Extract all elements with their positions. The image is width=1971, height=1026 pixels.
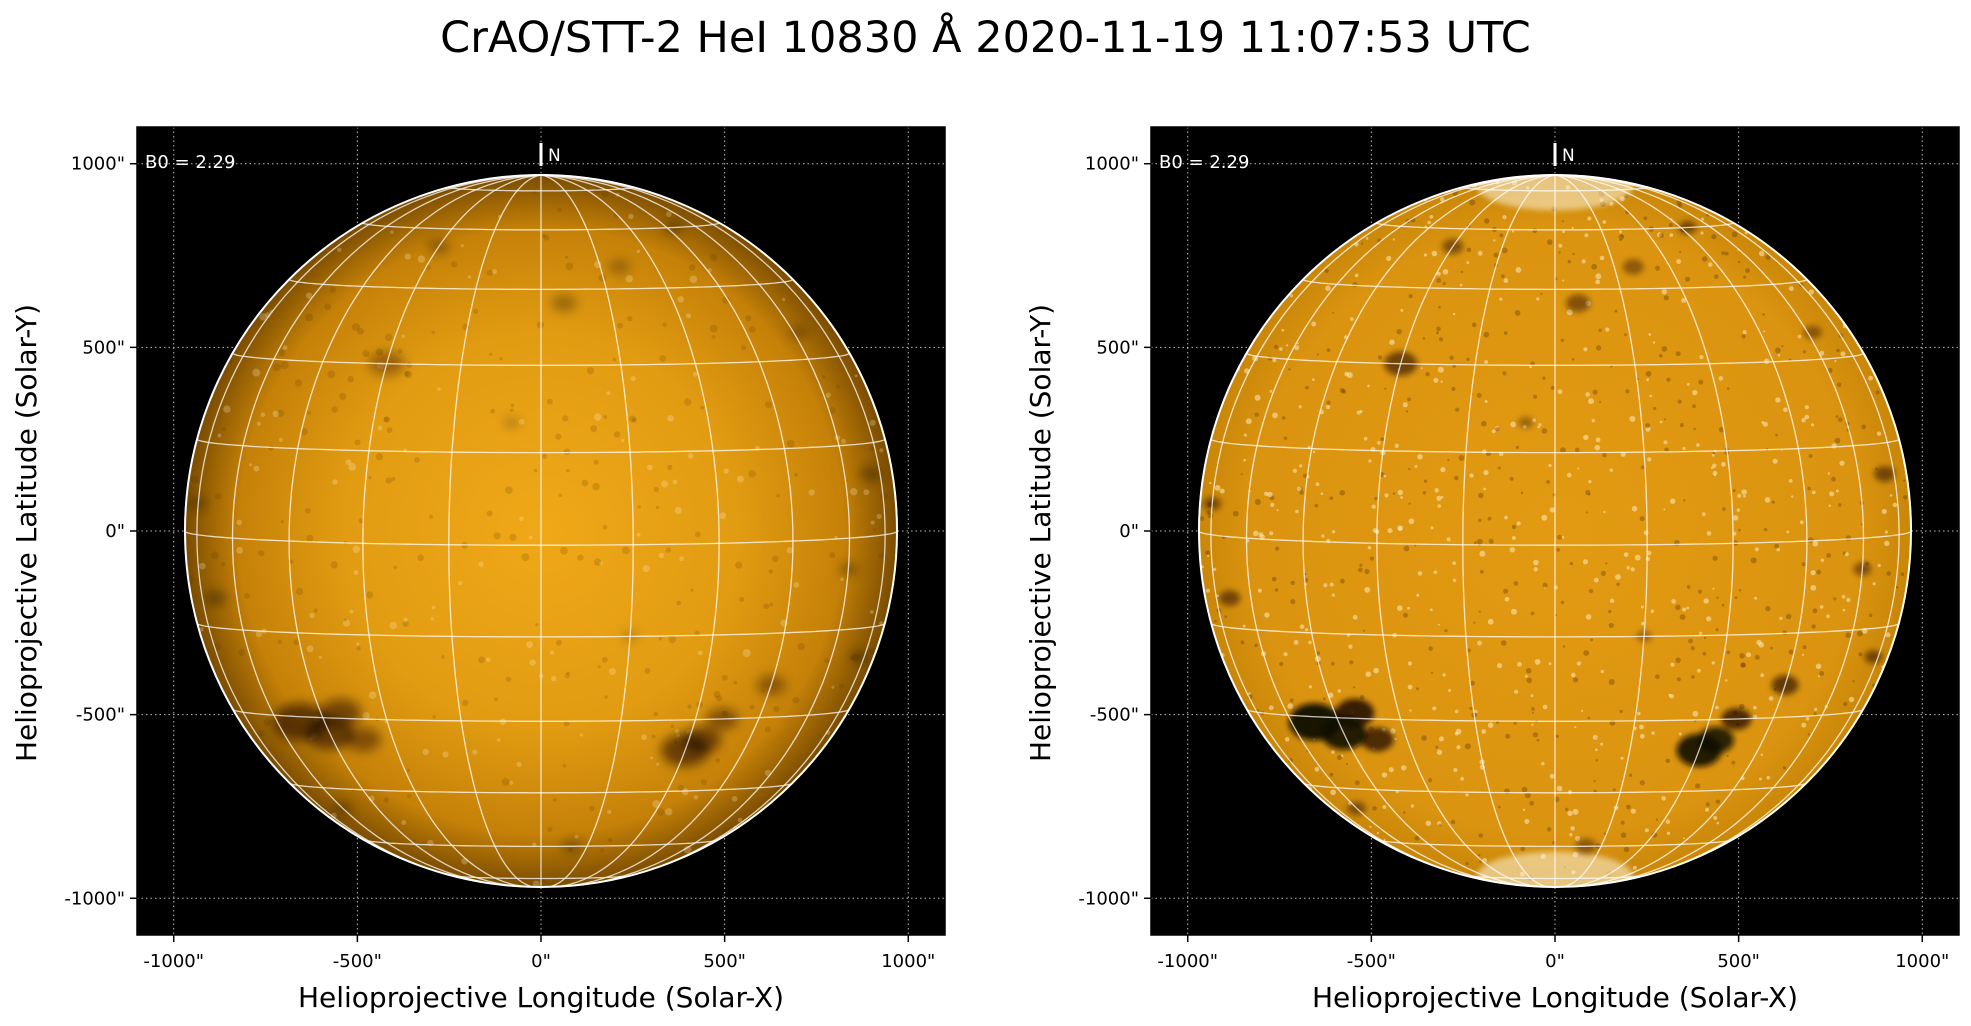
- heliographic-gridline: [1462, 174, 1556, 888]
- heliographic-gridline: [1554, 174, 1808, 888]
- x-tick-label: -500": [1347, 951, 1396, 972]
- dark-feature: [1622, 259, 1644, 275]
- dark-feature: [789, 325, 809, 339]
- heliographic-gridline: [1210, 438, 1900, 454]
- y-tick-label: 1000": [71, 154, 125, 175]
- x-tick-label: -1000": [1157, 951, 1218, 972]
- y-tick-label: -1000": [1078, 888, 1139, 909]
- y-axis-label: Helioprojective Latitude (Solar-Y): [10, 304, 43, 762]
- y-tick-label: 500": [1096, 337, 1139, 358]
- heliographic-gridline: [1376, 174, 1556, 888]
- b0-annotation: B0 = 2.29: [145, 152, 235, 173]
- dark-feature: [1335, 698, 1375, 728]
- heliographic-gridline: [448, 186, 634, 192]
- heliographic-gridline: [362, 222, 720, 231]
- heliographic-gridline: [1245, 174, 1556, 887]
- heliographic-gridline: [1302, 174, 1556, 888]
- heliographic-gridline: [231, 352, 851, 366]
- dark-feature: [1219, 590, 1241, 606]
- dark-feature: [608, 259, 631, 275]
- heliographic-gridline: [1246, 708, 1864, 722]
- x-tick-label: 0": [531, 951, 551, 972]
- dark-feature: [503, 417, 520, 429]
- x-tick-label: 1000": [881, 951, 935, 972]
- x-tick-label: -1000": [143, 951, 204, 972]
- heliographic-gridline: [196, 174, 542, 883]
- x-axis-label: Helioprojective Longitude (Solar-X): [298, 981, 784, 1014]
- y-tick-label: 0": [1119, 521, 1139, 542]
- dark-feature: [682, 726, 722, 754]
- north-label: N: [1562, 146, 1575, 166]
- dark-feature: [1803, 325, 1822, 339]
- heliographic-gridline: [540, 174, 886, 883]
- solar-limb: [1198, 174, 1912, 888]
- y-tick-label: -500": [1090, 705, 1139, 726]
- dark-feature: [859, 466, 882, 482]
- x-tick-label: 0": [1545, 951, 1565, 972]
- heliographic-gridline: [1554, 174, 1648, 888]
- heliographic-gridline: [1210, 174, 1556, 883]
- disk-texture: [185, 174, 888, 888]
- dark-feature: [1697, 726, 1734, 754]
- y-tick-label: 1000": [1085, 154, 1139, 175]
- heliographic-gridline: [363, 839, 719, 848]
- heliographic-gridline: [196, 623, 886, 638]
- heliographic-gridline: [232, 708, 850, 722]
- axis-ticks: -1000" -500" 0" 500" 1000" 1000" 500" 0" -500" -1…: [64, 154, 935, 972]
- heliographic-gridline: [1210, 623, 1900, 638]
- x-tick-label: 500": [703, 951, 746, 972]
- dark-feature: [1864, 650, 1883, 664]
- heliographic-gridline: [288, 278, 794, 291]
- y-tick-label: -500": [76, 705, 125, 726]
- dark-feature: [1566, 294, 1591, 313]
- y-tick-label: -1000": [64, 888, 125, 909]
- panel-left: Helioprojective Latitude (Solar-Y) Helio…: [10, 126, 946, 1014]
- heliographic-gridline: [1554, 174, 1865, 887]
- heliographic-grid: [184, 174, 898, 888]
- dark-feature: [319, 698, 362, 728]
- heliographic-gridline: [1554, 174, 1900, 883]
- dark-feature: [1360, 727, 1394, 752]
- solar-limb: [184, 174, 898, 888]
- dark-feature: [1518, 417, 1534, 429]
- heliographic-gridline: [448, 174, 542, 888]
- dark-feature: [551, 294, 577, 313]
- axis-ticks: -1000" -500" 0" 500" 1000" 1000" 500" 0" -500" -1…: [1078, 154, 1949, 972]
- x-tick-label: 1000": [1895, 951, 1949, 972]
- panel-right: Helioprojective Latitude (Solar-Y) Helio…: [1024, 126, 1960, 1014]
- heliographic-gridline: [1245, 352, 1865, 366]
- heliographic-gridline: [1464, 874, 1646, 880]
- heliographic-gridline: [231, 174, 542, 887]
- heliographic-gridline: [1462, 186, 1648, 192]
- heliographic-gridline: [289, 782, 793, 794]
- dark-feature: [1874, 466, 1896, 482]
- dark-feature: [849, 650, 870, 664]
- heliographic-gridline: [1198, 530, 1912, 546]
- b0-annotation: B0 = 2.29: [1159, 152, 1249, 173]
- y-axis-label: Helioprojective Latitude (Solar-Y): [1024, 304, 1057, 762]
- y-tick-label: 0": [105, 521, 125, 542]
- heliographic-gridline: [540, 174, 851, 887]
- dark-feature: [345, 727, 381, 752]
- figure-title: CrAO/STT-2 HeI 10830 Å 2020-11-19 11:07:…: [440, 13, 1531, 63]
- heliographic-gridline: [1303, 782, 1807, 794]
- heliographic-gridline: [1377, 839, 1733, 848]
- heliographic-gridline: [450, 874, 632, 880]
- heliographic-gridline: [1376, 222, 1734, 231]
- heliographic-gridline: [540, 174, 720, 888]
- heliographic-gridline: [540, 174, 794, 888]
- x-tick-label: -500": [333, 951, 382, 972]
- heliographic-gridline: [1554, 174, 1734, 888]
- x-tick-label: 500": [1717, 951, 1760, 972]
- x-axis-label: Helioprojective Longitude (Solar-X): [1312, 981, 1798, 1014]
- heliographic-gridline: [540, 174, 634, 888]
- heliographic-gridline: [184, 530, 898, 546]
- dark-feature: [204, 590, 227, 606]
- heliographic-gridline: [288, 174, 542, 888]
- heliographic-gridline: [196, 438, 886, 454]
- heliographic-gridline: [1302, 278, 1808, 291]
- north-label: N: [548, 146, 561, 166]
- y-tick-label: 500": [82, 337, 125, 358]
- heliographic-gridline: [362, 174, 542, 888]
